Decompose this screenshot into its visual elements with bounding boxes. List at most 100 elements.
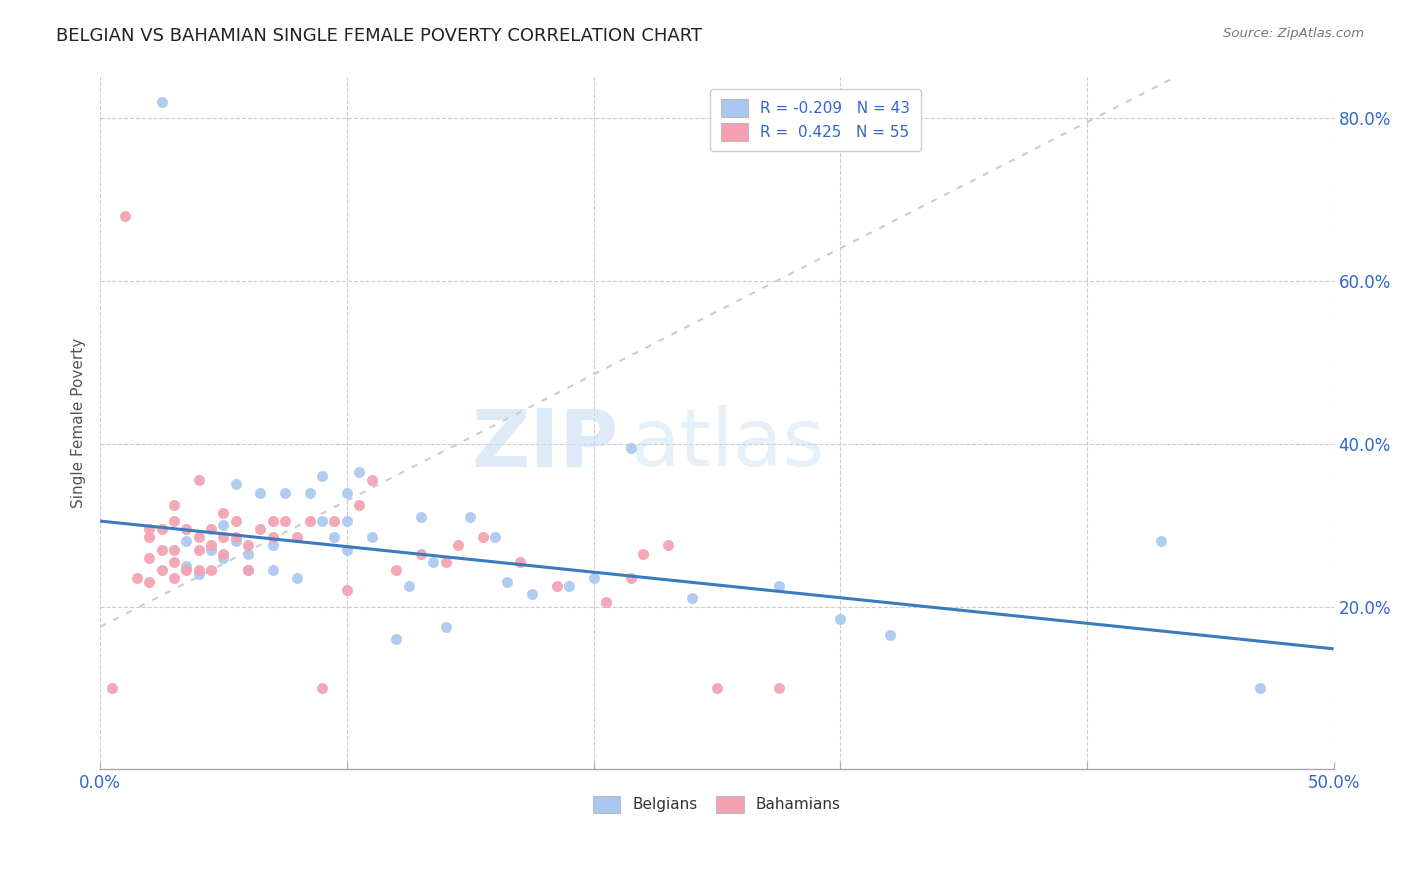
Point: [225, 477, 247, 491]
Legend: Belgians, Bahamians: Belgians, Bahamians: [582, 785, 852, 824]
Point: [311, 514, 333, 528]
Point: [249, 522, 271, 536]
Point: [447, 539, 470, 553]
Point: [681, 591, 703, 606]
Point: [200, 539, 222, 553]
Point: [558, 579, 581, 593]
Text: atlas: atlas: [630, 405, 825, 483]
Point: [768, 681, 790, 695]
Y-axis label: Single Female Poverty: Single Female Poverty: [72, 338, 86, 508]
Point: [225, 534, 247, 549]
Point: [274, 514, 297, 528]
Point: [212, 530, 235, 544]
Point: [236, 539, 259, 553]
Point: [879, 628, 901, 642]
Point: [298, 514, 321, 528]
Point: [127, 571, 149, 585]
Point: [619, 441, 641, 455]
Point: [262, 530, 284, 544]
Point: [385, 563, 408, 577]
Point: [336, 542, 359, 557]
Point: [187, 474, 209, 488]
Point: [225, 530, 247, 544]
Point: [409, 547, 432, 561]
Point: [187, 566, 209, 581]
Point: [187, 563, 209, 577]
Point: [101, 681, 124, 695]
Point: [347, 465, 370, 479]
Point: [1150, 534, 1173, 549]
Point: [150, 563, 173, 577]
Point: [360, 530, 382, 544]
Point: [212, 506, 235, 520]
Point: [187, 530, 209, 544]
Point: [830, 612, 852, 626]
Point: [150, 95, 173, 109]
Point: [225, 514, 247, 528]
Point: [768, 579, 790, 593]
Point: [471, 530, 494, 544]
Point: [546, 579, 568, 593]
Point: [520, 587, 543, 601]
Text: BELGIAN VS BAHAMIAN SINGLE FEMALE POVERTY CORRELATION CHART: BELGIAN VS BAHAMIAN SINGLE FEMALE POVERT…: [56, 27, 703, 45]
Point: [176, 534, 198, 549]
Point: [298, 485, 321, 500]
Point: [163, 571, 186, 585]
Point: [409, 510, 432, 524]
Point: [176, 558, 198, 573]
Point: [323, 514, 346, 528]
Text: ZIP: ZIP: [471, 405, 619, 483]
Point: [176, 563, 198, 577]
Point: [336, 583, 359, 598]
Text: Source: ZipAtlas.com: Source: ZipAtlas.com: [1223, 27, 1364, 40]
Point: [336, 485, 359, 500]
Point: [114, 209, 136, 223]
Point: [150, 542, 173, 557]
Point: [262, 514, 284, 528]
Point: [274, 485, 297, 500]
Point: [138, 530, 160, 544]
Point: [496, 575, 519, 590]
Point: [138, 550, 160, 565]
Point: [138, 522, 160, 536]
Point: [200, 563, 222, 577]
Point: [311, 681, 333, 695]
Point: [360, 474, 382, 488]
Point: [434, 555, 457, 569]
Point: [236, 563, 259, 577]
Point: [200, 522, 222, 536]
Point: [595, 595, 617, 609]
Point: [484, 530, 506, 544]
Point: [262, 539, 284, 553]
Point: [631, 547, 654, 561]
Point: [509, 555, 531, 569]
Point: [212, 550, 235, 565]
Point: [163, 555, 186, 569]
Point: [434, 620, 457, 634]
Point: [287, 530, 309, 544]
Point: [398, 579, 420, 593]
Point: [176, 522, 198, 536]
Point: [249, 485, 271, 500]
Point: [287, 571, 309, 585]
Point: [138, 575, 160, 590]
Point: [1249, 681, 1271, 695]
Point: [323, 530, 346, 544]
Point: [347, 498, 370, 512]
Point: [657, 539, 679, 553]
Point: [336, 514, 359, 528]
Point: [212, 518, 235, 533]
Point: [163, 498, 186, 512]
Point: [582, 571, 605, 585]
Point: [385, 632, 408, 646]
Point: [163, 542, 186, 557]
Point: [236, 563, 259, 577]
Point: [150, 522, 173, 536]
Point: [163, 514, 186, 528]
Point: [706, 681, 728, 695]
Point: [311, 469, 333, 483]
Point: [619, 571, 641, 585]
Point: [187, 542, 209, 557]
Point: [200, 542, 222, 557]
Point: [212, 547, 235, 561]
